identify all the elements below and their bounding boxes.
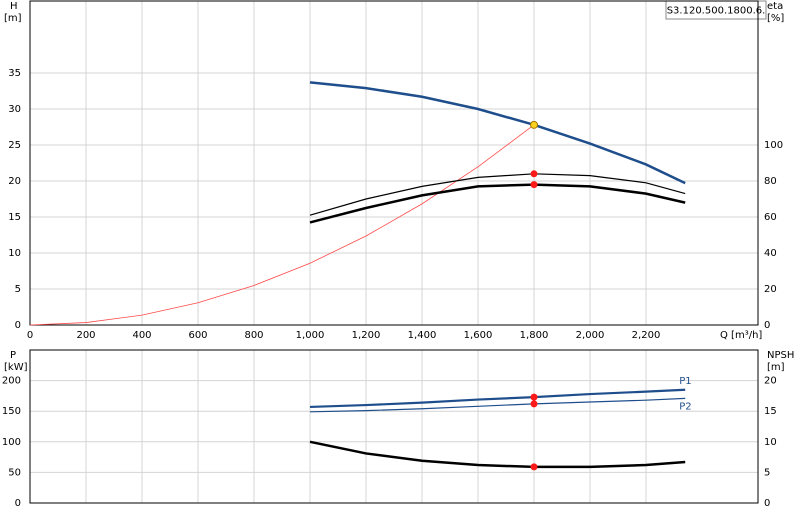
x-axis-title: Q [m³/h] [720,330,762,341]
curve [309,81,686,185]
x-tick-label: 2,200 [632,330,661,341]
y2-tick-label: 5 [764,467,770,478]
y2-axis-unit: [%] [767,13,784,24]
y-tick-label: 100 [2,437,21,448]
y2-axis-title: eta [767,1,783,12]
y2-tick-label: 20 [764,376,777,387]
x-tick-label: 0 [27,330,33,341]
curve [309,388,686,409]
x-tick-label: 800 [244,330,263,341]
x-tick-label: 1,800 [520,330,549,341]
y2-tick-label: 100 [764,140,783,151]
operating-point [530,170,538,178]
curve [309,397,686,413]
y-axis-title: H [10,1,18,12]
operating-point [530,400,538,408]
y-tick-label: 30 [8,104,21,115]
x-tick-label: 600 [188,330,207,341]
plot-frame [29,0,759,326]
y-tick-label: 15 [8,212,21,223]
x-tick-label: 1,000 [296,330,325,341]
x-tick-label: 200 [76,330,95,341]
x-tick-label: 1,600 [464,330,493,341]
y2-tick-label: 15 [764,406,777,417]
y-tick-label: 5 [15,284,21,295]
y2-tick-label: 0 [764,498,770,509]
series-label: P2 [679,401,691,412]
y-tick-label: 200 [2,376,21,387]
operating-point [530,120,538,129]
plot-frame [29,349,759,504]
y2-tick-label: 10 [764,437,777,448]
y2-tick-label: 40 [764,248,777,259]
y2-tick-label: 80 [764,176,777,187]
y2-tick-label: 60 [764,212,777,223]
x-tick-label: 1,400 [408,330,437,341]
y-tick-label: 20 [8,176,21,187]
operating-point [530,463,538,471]
y2-tick-label: 0 [764,320,770,331]
x-tick-label: 1,200 [352,330,381,341]
y-axis-title: P [10,350,16,361]
curve [309,183,686,224]
x-tick-label: 2,000 [576,330,605,341]
y2-axis-unit: [m] [767,362,785,373]
curve [309,440,686,469]
y-tick-label: 35 [8,68,21,79]
series-label: P1 [679,376,691,387]
y-tick-label: 0 [15,498,21,509]
curve [309,173,686,216]
y-axis-unit: [m] [4,13,22,24]
x-tick-label: 400 [132,330,151,341]
model-label: S3.120.500.1800.6. [667,6,766,17]
y-tick-label: 150 [2,406,21,417]
y-tick-label: 50 [8,467,21,478]
operating-point [530,181,538,189]
y-tick-label: 10 [8,248,21,259]
y2-tick-label: 20 [764,284,777,295]
y2-axis-title: NPSH [767,350,794,361]
y-axis-unit: [kW] [4,362,28,373]
y-tick-label: 0 [15,320,21,331]
operating-point [530,393,538,401]
y-tick-label: 25 [8,140,21,151]
curve [29,124,535,326]
